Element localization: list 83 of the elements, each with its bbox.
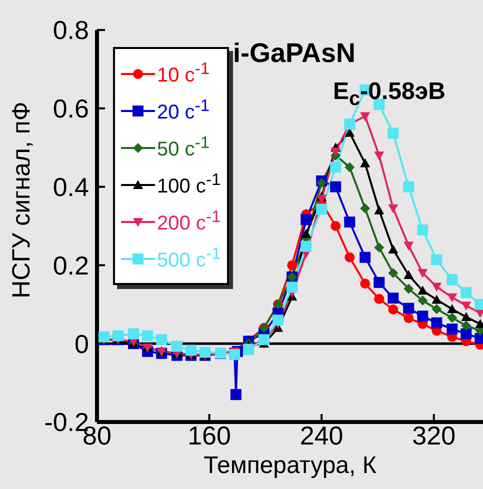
- point: [418, 286, 428, 295]
- point: [374, 294, 384, 304]
- point: [300, 240, 312, 252]
- point: [360, 112, 370, 122]
- y-tick-label: 0.2: [52, 250, 89, 280]
- point: [344, 216, 356, 228]
- point: [446, 324, 458, 335]
- y-tick-label: 0.4: [52, 172, 89, 202]
- y-tick-label: 0.6: [52, 94, 89, 124]
- point: [360, 278, 370, 289]
- x-tick-label: 160: [188, 420, 231, 450]
- point: [404, 270, 414, 279]
- point: [374, 276, 385, 288]
- point: [287, 260, 298, 270]
- point: [172, 340, 183, 352]
- point: [344, 252, 355, 262]
- point: [403, 302, 414, 314]
- point: [404, 242, 414, 251]
- point: [460, 328, 472, 340]
- legend-label: 20 c$^{-1}$: [157, 96, 210, 125]
- point: [446, 274, 458, 286]
- legend-label: 500 c$^{-1}$: [157, 244, 221, 273]
- point: [432, 282, 442, 292]
- point: [374, 205, 384, 214]
- x-axis-title: Температура, К: [202, 452, 378, 480]
- point: [461, 312, 472, 321]
- point: [200, 346, 211, 358]
- point: [404, 284, 414, 294]
- point: [300, 214, 312, 226]
- point: [360, 158, 370, 168]
- point: [330, 148, 341, 157]
- point: [112, 330, 124, 342]
- legend-label: 100 c$^{-1}$: [157, 170, 221, 199]
- legend-label: 200 c$^{-1}$: [157, 207, 221, 236]
- point: [388, 304, 398, 314]
- point: [388, 292, 399, 304]
- y-tick-label: 0.8: [52, 15, 89, 46]
- point: [374, 151, 384, 160]
- point: [330, 162, 342, 173]
- point: [403, 181, 414, 192]
- point: [142, 330, 154, 342]
- point: [418, 295, 428, 306]
- point: [404, 313, 414, 324]
- point: [447, 312, 458, 323]
- point: [431, 317, 442, 328]
- point: [156, 334, 168, 346]
- legend-label: 50 c$^{-1}$: [157, 133, 210, 162]
- point: [360, 252, 371, 263]
- point: [316, 178, 327, 188]
- y-axis-title: НСГУ сигнал, пФ: [8, 102, 36, 298]
- x-tick-label: 240: [300, 420, 344, 450]
- point: [417, 224, 428, 236]
- point: [417, 310, 428, 322]
- point: [374, 242, 384, 253]
- point: [461, 302, 472, 311]
- point: [460, 287, 472, 298]
- point: [230, 389, 242, 400]
- point: [388, 204, 398, 214]
- point: [447, 293, 458, 302]
- point: [461, 320, 472, 331]
- legend-label: 10 c$^{-1}$: [157, 59, 210, 88]
- point: [286, 282, 298, 293]
- point: [316, 204, 328, 215]
- x-tick-label: 320: [412, 420, 456, 450]
- point: [388, 268, 398, 278]
- point: [301, 228, 312, 238]
- point: [432, 304, 442, 314]
- point: [128, 328, 139, 340]
- point: [330, 221, 341, 231]
- point: [447, 304, 458, 314]
- point: [330, 181, 342, 192]
- point: [360, 203, 370, 214]
- point: [316, 194, 327, 204]
- point: [388, 244, 398, 254]
- y-tick-label: 0: [74, 328, 89, 359]
- point: [431, 254, 442, 266]
- annotation: i-GaPAsN: [233, 38, 356, 69]
- point: [186, 344, 197, 356]
- point: [418, 269, 428, 278]
- point: [388, 128, 399, 139]
- point: [432, 294, 442, 304]
- point: [272, 314, 284, 326]
- point: [344, 162, 355, 172]
